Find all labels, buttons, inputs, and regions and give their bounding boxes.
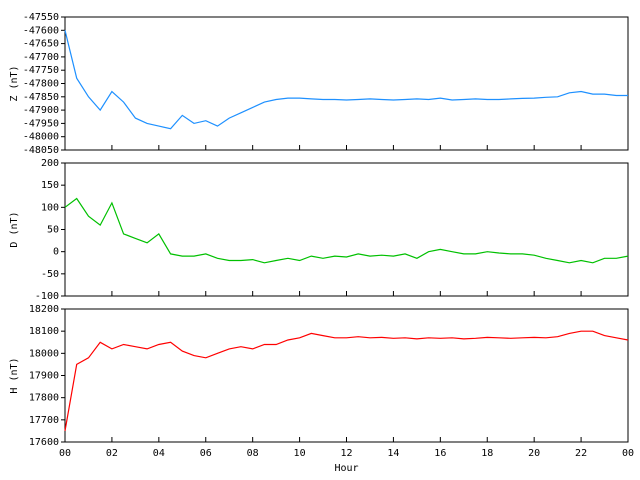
- y-tick-label: -48050: [23, 145, 59, 156]
- y-tick-label: -47800: [23, 79, 59, 90]
- y-tick-label: -47950: [23, 118, 59, 129]
- y-tick-label: -47750: [23, 65, 59, 76]
- data-line: [64, 197, 629, 264]
- y-tick-label: -47550: [23, 12, 59, 23]
- y-tick-label: -47850: [23, 92, 59, 103]
- plot-frame: [64, 16, 629, 151]
- data-line: [64, 30, 628, 130]
- plot-frame: [64, 162, 629, 297]
- x-tick-label: 00: [622, 448, 634, 459]
- y-tick-label: 18200: [29, 304, 59, 315]
- y-tick-label: -47900: [23, 105, 59, 116]
- y-axis-label: Z (nT): [9, 65, 20, 101]
- y-tick-label: 50: [47, 225, 59, 236]
- y-axis-label: H (nT): [9, 357, 20, 393]
- y-tick-label: 17700: [29, 415, 59, 426]
- x-tick-label: 16: [434, 448, 446, 459]
- y-tick-label: 17600: [29, 437, 59, 448]
- data-line: [64, 330, 629, 432]
- x-tick-label: 10: [294, 448, 306, 459]
- y-tick-label: 200: [41, 158, 59, 169]
- y-tick-label: 17800: [29, 393, 59, 404]
- x-tick-label: 02: [106, 448, 118, 459]
- y-tick-label: -47600: [23, 25, 59, 36]
- x-tick-label: 20: [528, 448, 540, 459]
- x-tick-label: 22: [575, 448, 587, 459]
- x-tick-label: 08: [247, 448, 259, 459]
- y-tick-label: 150: [41, 180, 59, 191]
- y-tick-label: -48000: [23, 132, 59, 143]
- x-tick-label: 18: [481, 448, 493, 459]
- y-tick-label: -100: [35, 291, 59, 302]
- x-axis-label: Hour: [334, 463, 358, 474]
- x-tick-label: 00: [59, 448, 71, 459]
- y-tick-label: 17900: [29, 371, 59, 382]
- x-tick-label: 06: [200, 448, 212, 459]
- x-tick-label: 04: [153, 448, 165, 459]
- x-tick-label: 12: [340, 448, 352, 459]
- y-tick-label: 0: [53, 247, 59, 258]
- y-tick-label: 18100: [29, 326, 59, 337]
- y-tick-label: -50: [41, 269, 59, 280]
- y-tick-label: -47700: [23, 52, 59, 63]
- plot-frame: [64, 308, 629, 443]
- y-tick-label: 18000: [29, 348, 59, 359]
- y-tick-label: 100: [41, 202, 59, 213]
- y-axis-label: D (nT): [9, 211, 20, 247]
- x-tick-label: 14: [387, 448, 399, 459]
- y-tick-label: -47650: [23, 39, 59, 50]
